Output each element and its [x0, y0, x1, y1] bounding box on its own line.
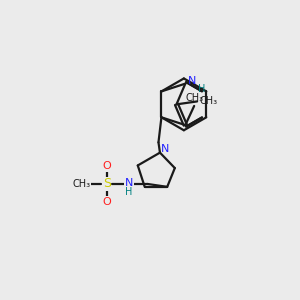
Text: CH₃: CH₃	[186, 93, 204, 103]
Text: N: N	[161, 144, 170, 154]
Text: N: N	[125, 178, 133, 188]
Text: O: O	[103, 161, 111, 171]
Text: CH₃: CH₃	[199, 96, 218, 106]
Text: O: O	[103, 196, 111, 207]
Text: CH₃: CH₃	[73, 179, 91, 189]
Text: N: N	[188, 76, 196, 86]
Text: S: S	[103, 177, 111, 190]
Text: H: H	[198, 84, 205, 94]
Text: H: H	[125, 187, 133, 197]
